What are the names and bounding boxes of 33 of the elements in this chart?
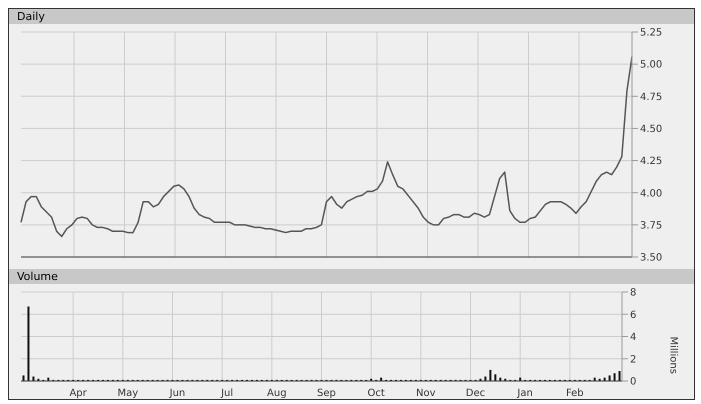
x-tick-label: Feb [566,388,584,400]
chart-title: Volume [9,269,694,284]
y-tick-label: 4.75 [640,92,662,103]
bar [489,370,492,381]
y-tick-label: 6 [630,310,636,321]
x-tick-label: Dec [466,388,486,400]
y-tick-label: 4.25 [640,156,662,168]
y-tick-label: 8 [630,288,636,299]
x-tick-label: Oct [367,388,385,400]
y-tick-label: 3.75 [640,220,662,232]
y-tick-label: 3.50 [640,252,662,264]
x-tick-label: Jan [516,388,533,400]
y-tick-label: 2 [630,354,636,366]
y-tick-label: 4.00 [640,188,662,200]
x-tick-label: Sep [317,388,336,400]
y-tick-label: 0 [630,376,636,388]
x-tick-label: Aug [267,388,287,400]
bar [27,306,30,381]
bar [614,373,616,381]
x-tick-label: Jul [220,388,234,400]
y-axis-title: Millions [667,336,678,374]
y-tick-label: 4.50 [640,124,662,135]
y-tick-label: 5.00 [640,60,662,71]
line-series [20,56,633,238]
bar [494,374,496,381]
x-tick-label: May [117,388,138,400]
chart-title: Daily [9,9,694,24]
bar [618,370,621,381]
x-tick-label: Nov [416,388,436,400]
y-tick-label: 5.25 [640,28,662,39]
x-tick-label: Jun [168,388,186,400]
x-tick-label: Apr [69,388,88,400]
y-tick-label: 4 [630,332,636,344]
